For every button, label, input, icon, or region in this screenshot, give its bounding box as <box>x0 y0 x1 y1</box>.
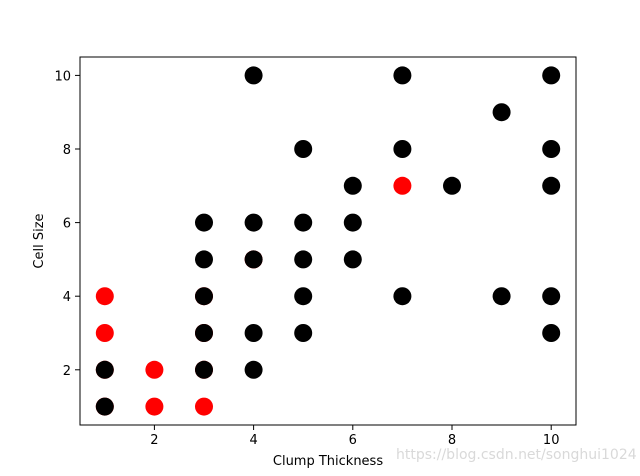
data-point-series-2-26 <box>492 103 511 122</box>
x-axis-label: Clump Thickness <box>273 454 383 469</box>
data-point-series-2-12 <box>244 66 263 85</box>
data-point-series-2-8 <box>244 360 263 379</box>
y-tick-label-10: 10 <box>54 69 71 84</box>
data-point-series-2-15 <box>294 250 313 269</box>
data-point-series-2-19 <box>343 213 362 232</box>
data-point-series-2-27 <box>542 324 561 342</box>
data-point-series-2-3 <box>195 360 213 379</box>
data-point-series-2-10 <box>244 250 263 269</box>
data-point-series-1-3 <box>95 324 114 342</box>
data-point-series-2-28 <box>542 287 561 306</box>
data-point-series-2-13 <box>294 324 313 342</box>
data-point-series-1-6 <box>145 360 164 379</box>
data-point-series-2-16 <box>294 213 313 232</box>
y-tick-label-2: 2 <box>63 364 71 379</box>
data-point-series-2-11 <box>244 213 263 232</box>
data-point-series-1-4 <box>95 287 114 306</box>
x-tick-label-4: 4 <box>249 433 257 448</box>
data-point-series-1-7 <box>195 397 213 416</box>
data-point-series-1-5 <box>145 397 164 416</box>
data-point-series-2-23 <box>393 66 412 85</box>
data-point-series-2-2 <box>95 360 114 379</box>
y-tick-label-6: 6 <box>63 217 71 232</box>
data-point-series-2-7 <box>195 213 213 232</box>
data-point-series-2-6 <box>195 250 213 269</box>
x-tick-label-8: 8 <box>448 433 456 448</box>
data-point-series-2-17 <box>294 140 313 158</box>
x-tick-label-2: 2 <box>150 433 158 448</box>
data-point-series-2-5 <box>195 287 213 306</box>
y-axis-ticks: 2 4 6 8 10 <box>54 69 80 379</box>
data-point-series-2-22 <box>393 140 412 158</box>
data-point-series-2-20 <box>343 176 362 195</box>
plot-frame <box>79 56 577 426</box>
chart-marks <box>95 66 561 416</box>
data-point-series-2-9 <box>244 324 263 342</box>
data-point-series-2-30 <box>542 140 561 158</box>
y-axis-label: Cell Size <box>32 213 47 268</box>
x-axis-ticks: 2 4 6 8 10 <box>150 425 559 448</box>
data-point-series-2-29 <box>542 176 561 195</box>
x-tick-label-6: 6 <box>349 433 357 448</box>
y-tick-label-4: 4 <box>63 290 71 305</box>
data-point-series-2-25 <box>492 287 511 306</box>
data-point-series-2-18 <box>343 250 362 269</box>
data-point-series-2-31 <box>542 66 561 85</box>
data-point-series-2-4 <box>195 324 213 342</box>
watermark: https://blog.csdn.net/songhui1024 <box>396 447 637 463</box>
data-point-series-2-14 <box>294 287 313 306</box>
data-point-series-2-21 <box>393 287 412 306</box>
x-tick-label-10: 10 <box>543 433 560 448</box>
data-point-series-2-24 <box>443 176 461 195</box>
y-tick-label-8: 8 <box>63 143 71 158</box>
data-point-series-2-1 <box>95 397 114 416</box>
data-point-series-1-12 <box>393 176 412 195</box>
